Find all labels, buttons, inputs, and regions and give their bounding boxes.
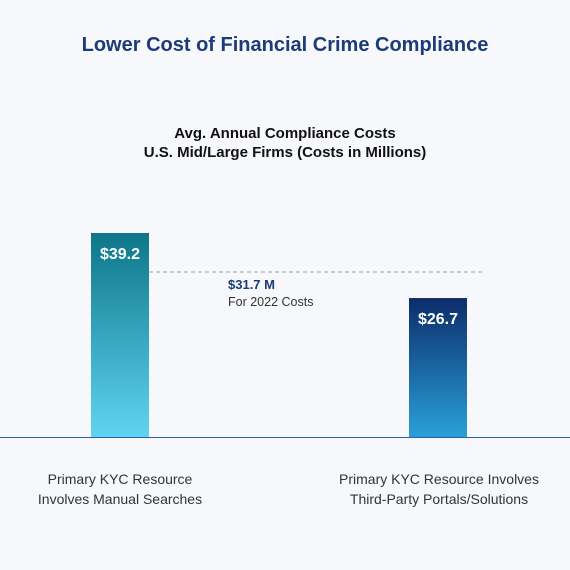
chart-title: Avg. Annual Compliance Costs U.S. Mid/La… — [0, 124, 570, 162]
category-label-line: Third-Party Portals/Solutions — [349, 491, 529, 507]
data-label-third-party-portals: $26.7 — [418, 311, 458, 328]
reference-sublabel: For 2022 Costs — [228, 295, 313, 309]
chart-title-line-2: U.S. Mid/Large Firms (Costs in Millions) — [143, 144, 427, 161]
bar-third-party-portals — [409, 298, 467, 437]
category-label-line: Primary KYC Resource Involves — [339, 471, 539, 487]
reference-label: $31.7 M — [228, 277, 275, 292]
category-label-third-party-portals: Primary KYC Resource Involves Third-Part… — [319, 469, 559, 509]
category-label-manual-searches: Primary KYC Resource Involves Manual Sea… — [0, 469, 240, 509]
category-label-line: Involves Manual Searches — [37, 491, 203, 507]
category-label-line: Primary KYC Resource — [47, 471, 193, 487]
data-label-manual-searches: $39.2 — [100, 246, 140, 263]
bar-manual-searches — [91, 233, 149, 437]
page-title: Lower Cost of Financial Crime Compliance — [81, 34, 489, 56]
chart-title-line-1: Avg. Annual Compliance Costs — [174, 125, 396, 142]
